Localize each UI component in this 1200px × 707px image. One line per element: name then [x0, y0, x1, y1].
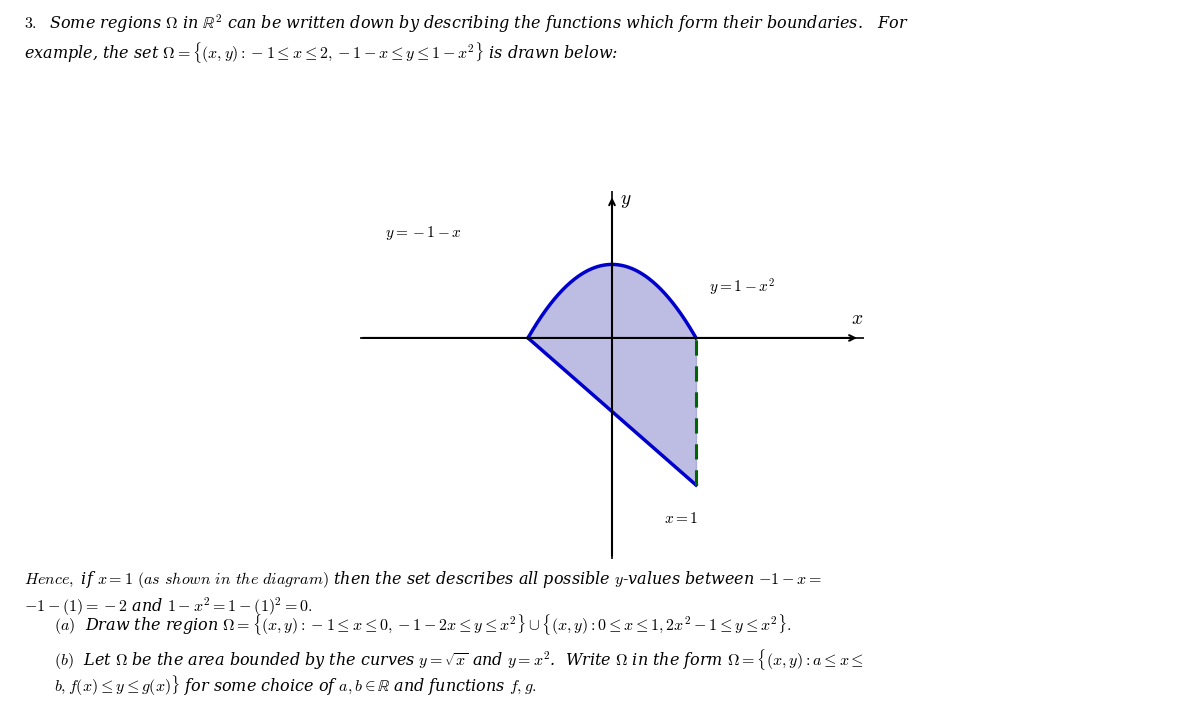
Text: $x = 1$: $x = 1$ — [664, 510, 698, 526]
Text: $x$: $x$ — [851, 310, 864, 328]
Text: $y$: $y$ — [620, 192, 632, 211]
Text: $(b)$  Let $\Omega$ be the area bounded by the curves $y = \sqrt{x}$ and $y = x^: $(b)$ Let $\Omega$ be the area bounded b… — [54, 647, 864, 672]
Text: $3.$  Some regions $\Omega$ in $\mathbb{R}^2$ can be written down by describing : $3.$ Some regions $\Omega$ in $\mathbb{R… — [24, 13, 908, 35]
Text: $b, f(x) \leq y \leq g(x)\}$ for some choice of $a, b \in \mathbb{R}$ and functi: $b, f(x) \leq y \leq g(x)\}$ for some ch… — [54, 674, 536, 698]
Text: $y = 1 - x^2$: $y = 1 - x^2$ — [708, 276, 775, 298]
Text: $y = -1 - x$: $y = -1 - x$ — [385, 224, 462, 243]
Text: $(a)$  Draw the region $\Omega = \{(x, y) : -1 \leq x \leq 0, -1 - 2x \leq y \le: $(a)$ Draw the region $\Omega = \{(x, y)… — [54, 612, 792, 636]
Text: example, the set $\Omega = \{(x, y) : -1 \leq x \leq 2, -1 - x \leq y \leq 1 - x: example, the set $\Omega = \{(x, y) : -1… — [24, 40, 618, 64]
Text: $-1-(1) = -2$ and $1 - x^2 = 1 - (1)^2 = 0.$: $-1-(1) = -2$ and $1 - x^2 = 1 - (1)^2 =… — [24, 596, 313, 619]
Text: $Hence,$ if $x = 1$ $(as$ $shown$ $in$ $the$ $diagram)$ then the set describes a: $Hence,$ if $x = 1$ $(as$ $shown$ $in$ $… — [24, 569, 822, 590]
